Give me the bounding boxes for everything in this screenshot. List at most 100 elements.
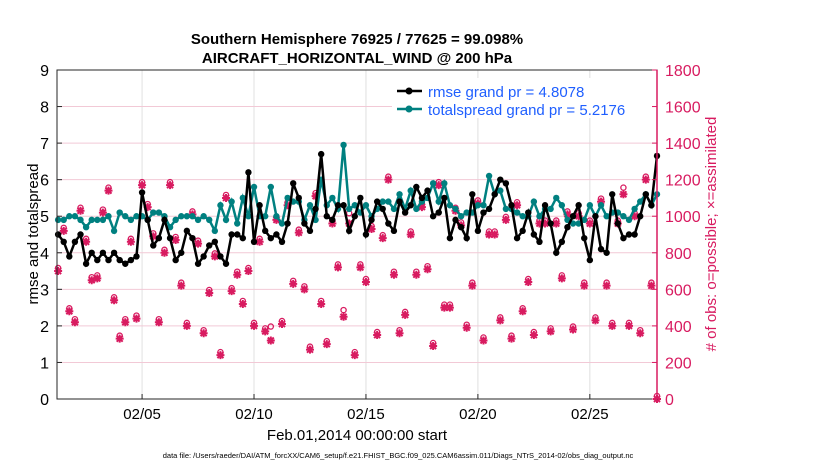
rmse-point: [278, 238, 286, 246]
spread-point: [519, 213, 526, 220]
rmse-point: [178, 249, 185, 256]
assimilated-marker: [585, 219, 594, 228]
rmse-point: [273, 231, 280, 238]
rmse-point: [581, 234, 588, 242]
assimilated-marker: [261, 327, 270, 336]
spread-point: [222, 216, 230, 224]
assimilated-marker: [149, 232, 158, 241]
assimilated-marker: [65, 307, 74, 316]
spread-point: [379, 198, 386, 205]
assimilated-marker: [322, 340, 331, 349]
assimilated-marker: [98, 208, 107, 217]
rmse-point: [463, 234, 470, 242]
assimilated-marker: [82, 237, 91, 246]
assimilated-marker: [194, 239, 203, 248]
spread-point: [485, 172, 493, 180]
rmse-point: [122, 260, 129, 267]
assimilated-marker: [121, 318, 130, 327]
assimilated-marker: [177, 281, 186, 290]
rmse-point: [155, 234, 163, 242]
spread-point: [463, 209, 470, 216]
assimilated-marker: [93, 274, 102, 283]
assimilated-marker: [361, 278, 370, 287]
spread-point: [429, 180, 437, 187]
spread-point: [385, 198, 392, 205]
spread-point: [446, 202, 454, 209]
rmse-point: [586, 256, 594, 264]
spread-point: [82, 223, 90, 231]
rmse-point: [256, 202, 263, 209]
y-tick-label: 4: [40, 246, 49, 263]
assimilated-marker: [138, 181, 147, 190]
spread-point: [547, 205, 554, 213]
assimilated-marker: [143, 203, 152, 212]
assimilated-marker: [541, 219, 550, 228]
rmse-point: [637, 213, 644, 220]
rmse-point: [480, 209, 487, 216]
assimilated-marker: [552, 219, 561, 228]
y-tick-label: 5: [40, 209, 49, 226]
assimilated-marker: [608, 321, 617, 330]
rmse-point: [553, 249, 560, 256]
rmse-point: [429, 213, 437, 220]
rmse-point: [323, 213, 330, 220]
assimilated-marker: [569, 325, 578, 334]
spread-point: [110, 227, 118, 235]
spread-point: [278, 220, 286, 227]
rmse-point: [435, 209, 442, 216]
y-tick-label: 7: [40, 136, 49, 153]
assimilated-marker: [266, 336, 275, 345]
spread-point: [407, 187, 414, 194]
y2-tick-label: 600: [665, 282, 692, 299]
rmse-point: [250, 238, 258, 246]
assimilated-marker: [255, 237, 264, 246]
assimilated-marker: [529, 331, 538, 340]
spread-point: [435, 198, 442, 205]
rmse-point: [407, 202, 414, 209]
assimilated-marker: [233, 270, 242, 279]
spread-point: [189, 213, 196, 220]
spread-point: [267, 183, 275, 191]
rmse-point: [558, 238, 566, 246]
assimilated-marker: [535, 219, 544, 228]
assimilated-marker: [401, 310, 410, 319]
rmse-point: [127, 256, 135, 264]
y-tick-label: 0: [40, 392, 49, 409]
assimilated-marker: [70, 318, 79, 327]
assimilated-marker: [518, 307, 527, 316]
spread-point: [597, 202, 605, 209]
rmse-point: [295, 194, 302, 202]
rmse-point: [94, 256, 101, 264]
rmse-point: [609, 191, 616, 198]
spread-point: [71, 213, 79, 220]
spread-point: [88, 216, 95, 224]
assimilated-marker: [479, 336, 488, 345]
rmse-point: [513, 234, 521, 242]
assimilated-marker: [501, 215, 510, 224]
assimilated-marker: [641, 175, 650, 184]
rmse-point: [401, 209, 409, 216]
assimilated-marker: [339, 312, 348, 321]
rmse-point: [345, 227, 353, 235]
spread-point: [306, 202, 314, 209]
assimilated-marker: [154, 318, 163, 327]
assimilated-marker: [496, 316, 505, 325]
assimilated-marker: [311, 192, 320, 201]
assimilated-marker: [434, 181, 443, 190]
assimilated-marker: [76, 206, 85, 215]
rmse-point: [502, 180, 510, 187]
spread-point: [217, 202, 224, 209]
rmse-point: [284, 220, 291, 227]
rmse-point: [183, 227, 191, 235]
x-axis-label: Feb.01,2014 00:00:00 start: [267, 427, 448, 444]
rmse-point: [424, 187, 431, 194]
assimilated-marker: [115, 334, 124, 343]
spread-point: [127, 216, 135, 224]
spread-point: [250, 183, 258, 191]
spread-point: [200, 213, 207, 220]
rmse-point: [71, 238, 79, 246]
rmse-point: [620, 234, 627, 242]
spread-point: [194, 216, 202, 224]
possible-marker: [620, 184, 627, 191]
assimilated-marker: [333, 263, 342, 272]
